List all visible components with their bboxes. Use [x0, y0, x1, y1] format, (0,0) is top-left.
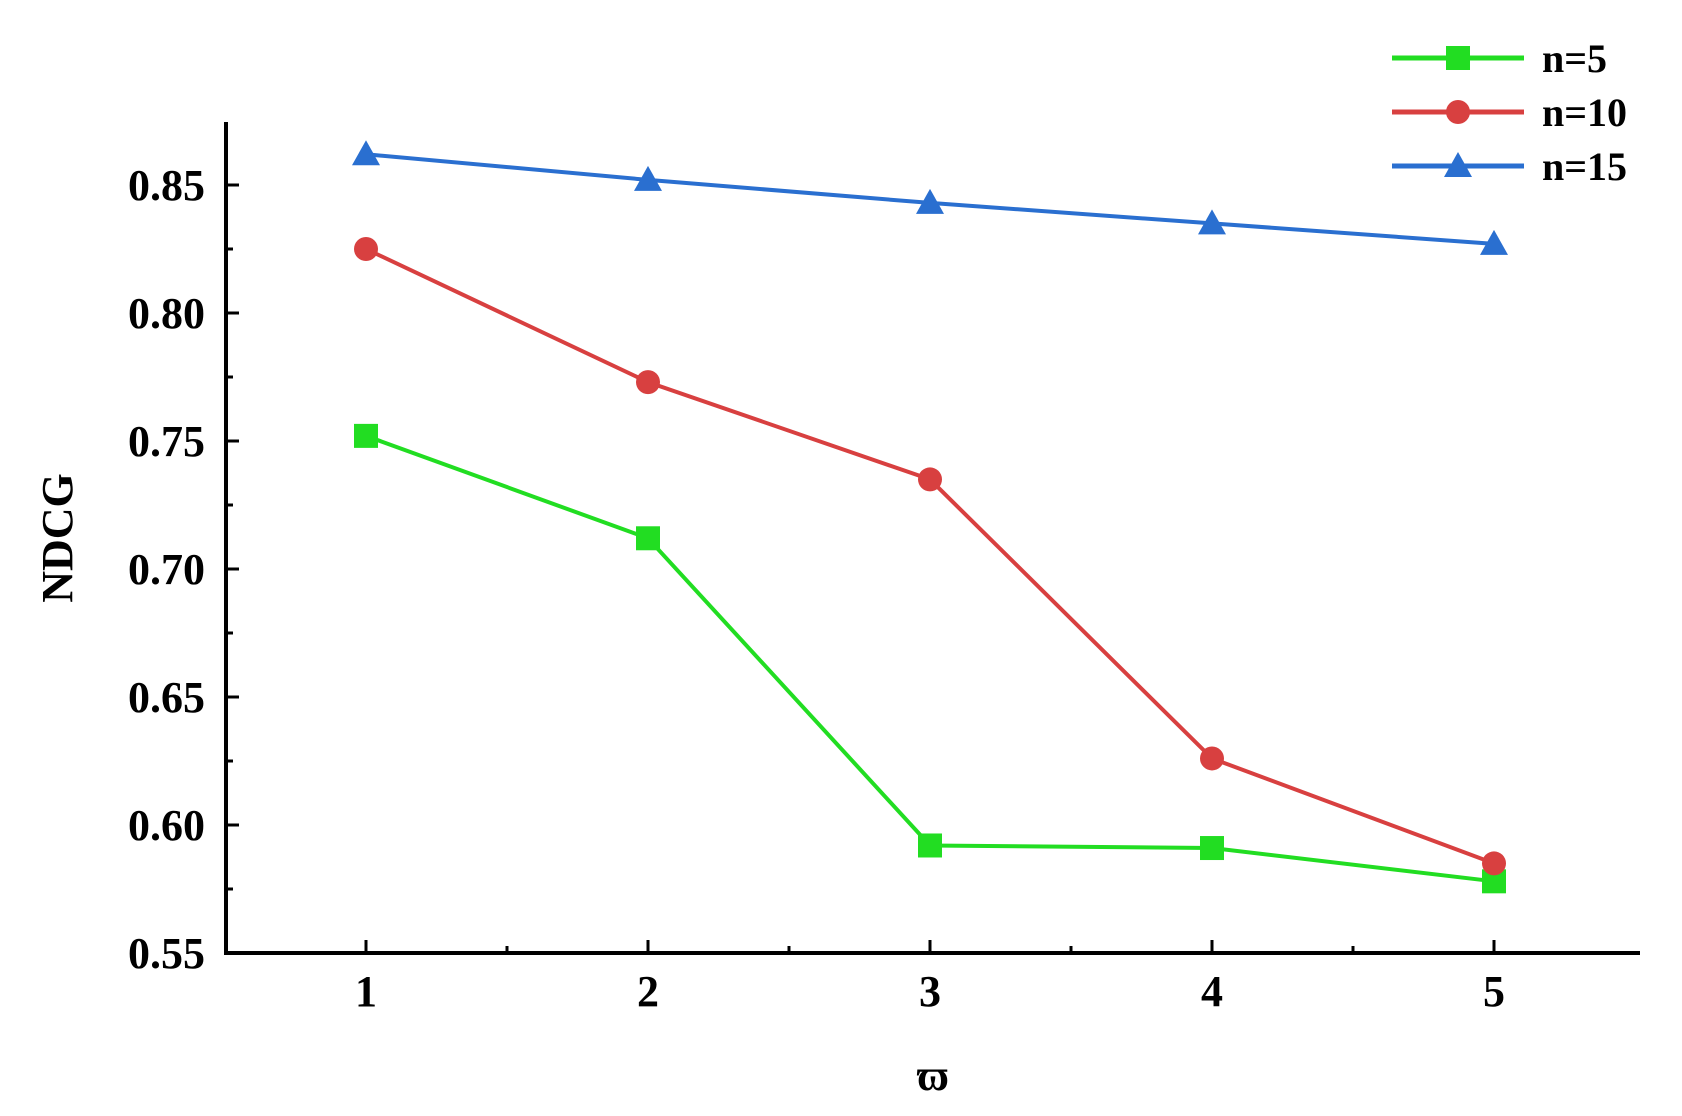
data-point — [352, 140, 380, 166]
series-line — [365, 434, 1495, 884]
x-tick-label: 5 — [1483, 967, 1505, 1016]
x-tick-label: 1 — [355, 967, 377, 1016]
y-tick-label: 0.55 — [128, 929, 205, 978]
legend-marker — [1446, 100, 1470, 124]
x-tick-label: 2 — [637, 967, 659, 1016]
x-axis-title: ϖ — [917, 1051, 949, 1100]
data-point — [918, 467, 942, 492]
data-point — [636, 370, 660, 395]
ticks — [226, 183, 1496, 955]
data-point — [354, 423, 378, 448]
y-tick-label: 0.60 — [128, 801, 205, 850]
legend-marker — [1444, 152, 1472, 177]
data-point — [916, 188, 944, 214]
legend-label: n=5 — [1542, 36, 1607, 81]
series-layer — [352, 140, 1508, 894]
data-point — [1198, 209, 1226, 235]
data-point — [1482, 851, 1506, 876]
data-point — [1480, 229, 1508, 255]
x-tick-label: 4 — [1201, 967, 1223, 1016]
legend-label: n=15 — [1542, 144, 1627, 189]
series-line — [365, 247, 1495, 866]
y-tick-label: 0.70 — [128, 545, 205, 594]
data-point — [918, 833, 942, 858]
data-point — [636, 526, 660, 551]
data-point — [634, 165, 662, 191]
data-point — [1200, 746, 1224, 771]
series-n-5 — [354, 423, 1506, 894]
y-axis-title: NDCG — [33, 473, 82, 603]
legend-item: n=10 — [1392, 90, 1627, 135]
y-tick-label: 0.80 — [128, 289, 205, 338]
data-point — [1200, 836, 1224, 861]
legend-item: n=5 — [1392, 36, 1607, 81]
x-tick-label: 3 — [919, 967, 941, 1016]
y-tick-label: 0.65 — [128, 673, 205, 722]
legend-item: n=15 — [1392, 144, 1627, 189]
axes — [224, 122, 1640, 955]
axis-titles: ϖ NDCG — [33, 473, 949, 1100]
tick-labels: 0.55 0.60 0.65 0.70 0.75 0.80 0.85 1 2 3 4 5 — [128, 161, 1505, 1016]
series-n-10 — [354, 237, 1506, 876]
series-n-15 — [352, 140, 1508, 255]
y-tick-label: 0.75 — [128, 417, 205, 466]
data-point — [354, 237, 378, 261]
y-tick-label: 0.85 — [128, 161, 205, 210]
legend-label: n=10 — [1542, 90, 1627, 135]
legend-marker — [1446, 46, 1470, 70]
legend: n=5 n=10 n=15 — [1392, 36, 1627, 189]
